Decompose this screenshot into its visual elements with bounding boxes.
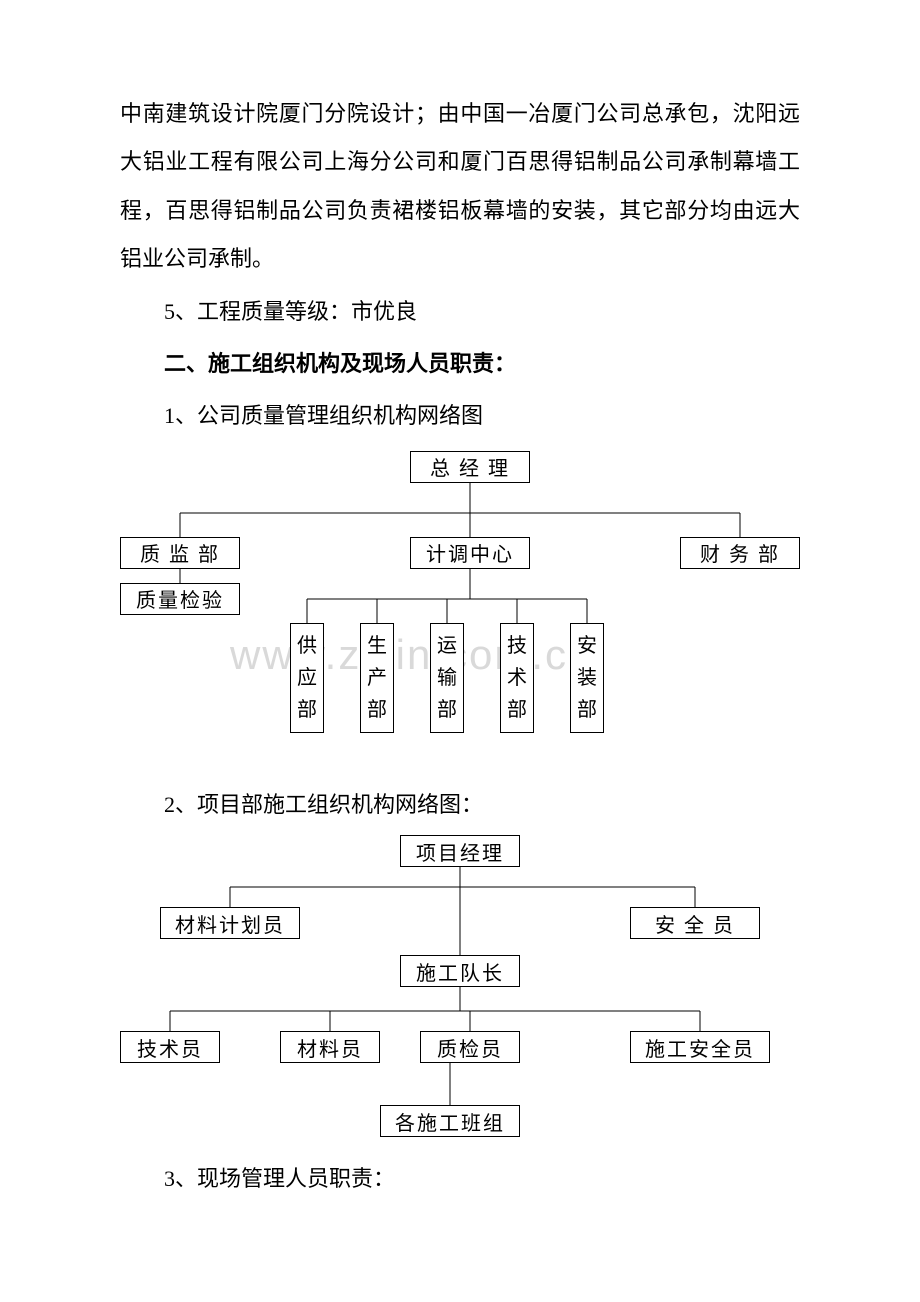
heading-2: 二、施工组织机构及现场人员职责： xyxy=(120,340,800,388)
node-project-manager: 项目经理 xyxy=(400,835,520,867)
node-technician: 技术员 xyxy=(120,1031,220,1063)
org-chart-company: www.zixin.com.cn 总 经 理 质 监 部 计调中心 财 务 部 … xyxy=(120,451,800,751)
node-finance: 财 务 部 xyxy=(680,537,800,569)
org-chart-project: 项目经理 材料计划员 安 全 员 施工队长 技术员 材料员 质检员 施工安全员 … xyxy=(120,835,800,1145)
paragraph-5: 2、项目部施工组织机构网络图： xyxy=(120,781,800,829)
node-transport: 运输部 xyxy=(430,623,464,733)
node-material-staff: 材料员 xyxy=(280,1031,380,1063)
node-dispatch-center: 计调中心 xyxy=(410,537,530,569)
node-material-planner: 材料计划员 xyxy=(160,907,300,939)
node-technology: 技术部 xyxy=(500,623,534,733)
node-quality-supervision: 质 监 部 xyxy=(120,537,240,569)
node-general-manager: 总 经 理 xyxy=(410,451,530,483)
node-installation: 安装部 xyxy=(570,623,604,733)
node-qc-staff: 质检员 xyxy=(420,1031,520,1063)
node-construction-safety: 施工安全员 xyxy=(630,1031,770,1063)
node-supply: 供应部 xyxy=(290,623,324,733)
paragraph-2: 5、工程质量等级：市优良 xyxy=(120,288,800,336)
paragraph-1: 中南建筑设计院厦门分院设计；由中国一冶厦门公司总承包，沈阳远大铝业工程有限公司上… xyxy=(120,90,800,284)
paragraph-4: 1、公司质量管理组织机构网络图 xyxy=(120,392,800,440)
node-work-teams: 各施工班组 xyxy=(380,1105,520,1137)
org-chart-project-lines xyxy=(120,835,800,1145)
node-safety-officer: 安 全 员 xyxy=(630,907,760,939)
node-quality-inspection: 质量检验 xyxy=(120,583,240,615)
node-production: 生产部 xyxy=(360,623,394,733)
paragraph-6: 3、现场管理人员职责： xyxy=(120,1155,800,1203)
node-team-leader: 施工队长 xyxy=(400,955,520,987)
